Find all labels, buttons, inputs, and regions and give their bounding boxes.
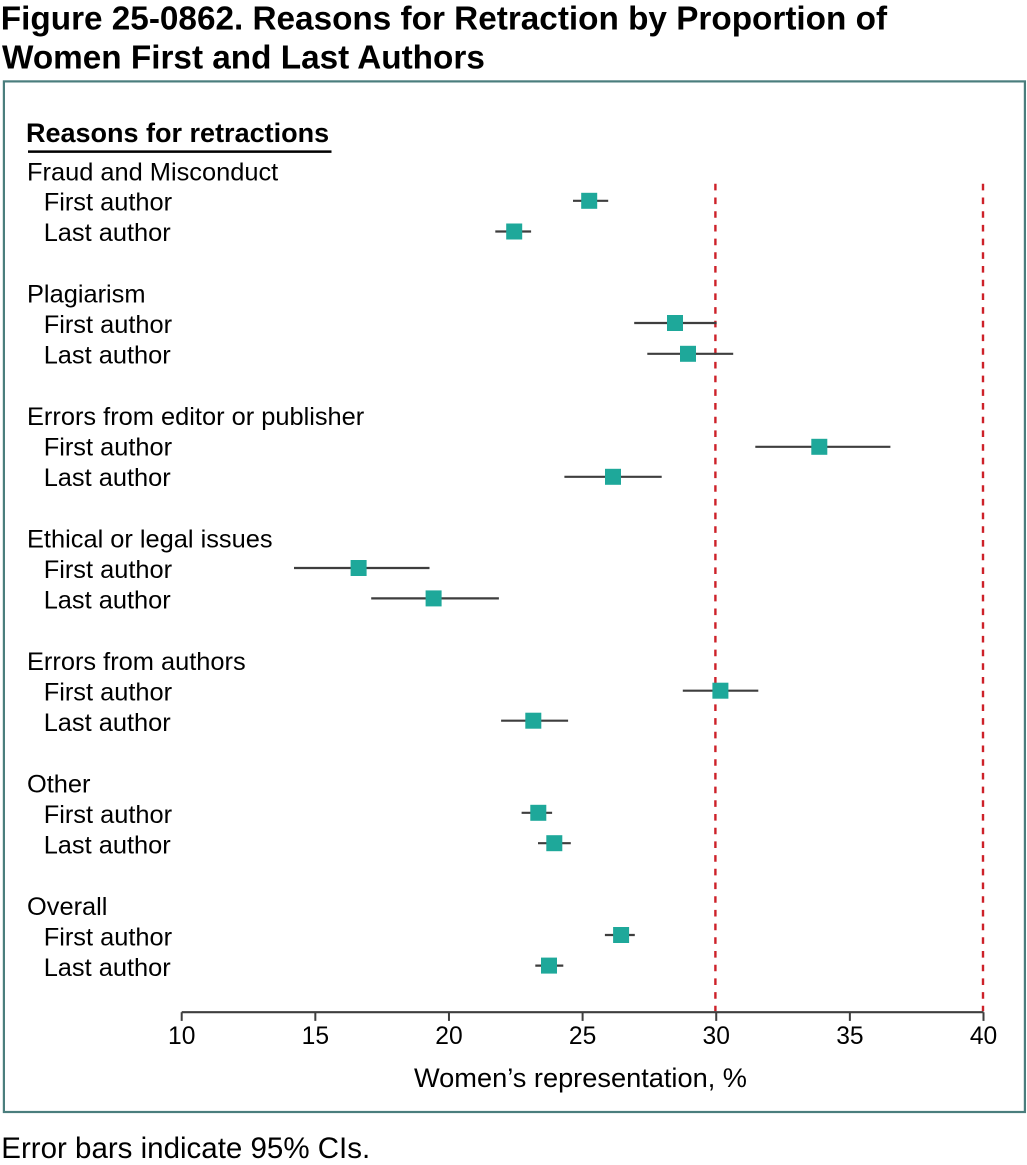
svg-text:Last author: Last author [44, 832, 172, 860]
svg-text:First author: First author [44, 679, 173, 707]
svg-text:15: 15 [302, 1023, 329, 1050]
svg-text:First author: First author [44, 434, 173, 462]
svg-text:Women First and Last Authors: Women First and Last Authors [2, 40, 485, 77]
svg-text:Figure 25-0862. Reasons for Re: Figure 25-0862. Reasons for Retraction b… [1, 0, 888, 37]
svg-text:Overall: Overall [27, 893, 107, 921]
svg-text:10: 10 [168, 1023, 195, 1050]
svg-text:Fraud and Misconduct: Fraud and Misconduct [27, 159, 278, 187]
svg-text:Reasons for retractions: Reasons for retractions [26, 118, 329, 148]
svg-text:Plagiarism: Plagiarism [27, 281, 146, 309]
svg-text:Last author: Last author [44, 954, 172, 982]
svg-text:First author: First author [44, 311, 173, 339]
svg-text:Last author: Last author [44, 464, 172, 492]
svg-text:Ethical or legal issues: Ethical or legal issues [27, 526, 273, 554]
svg-text:Last author: Last author [44, 709, 172, 737]
svg-text:First author: First author [44, 924, 173, 952]
svg-text:Last author: Last author [44, 219, 172, 247]
svg-text:35: 35 [836, 1023, 863, 1050]
svg-text:Error bars indicate 95% CIs.: Error bars indicate 95% CIs. [1, 1132, 370, 1165]
svg-text:Women’s representation, %: Women’s representation, % [414, 1062, 747, 1093]
svg-text:Other: Other [27, 771, 91, 799]
svg-text:30: 30 [703, 1023, 730, 1050]
svg-text:Errors from authors: Errors from authors [27, 648, 246, 676]
svg-text:First author: First author [44, 556, 173, 584]
svg-text:20: 20 [435, 1023, 462, 1050]
svg-text:Last author: Last author [44, 587, 172, 615]
svg-text:40: 40 [970, 1023, 997, 1050]
svg-text:Errors from editor or publishe: Errors from editor or publisher [27, 403, 365, 431]
svg-text:First author: First author [44, 801, 173, 829]
svg-text:First author: First author [44, 189, 173, 217]
svg-text:Last author: Last author [44, 342, 172, 370]
svg-text:25: 25 [569, 1023, 596, 1050]
